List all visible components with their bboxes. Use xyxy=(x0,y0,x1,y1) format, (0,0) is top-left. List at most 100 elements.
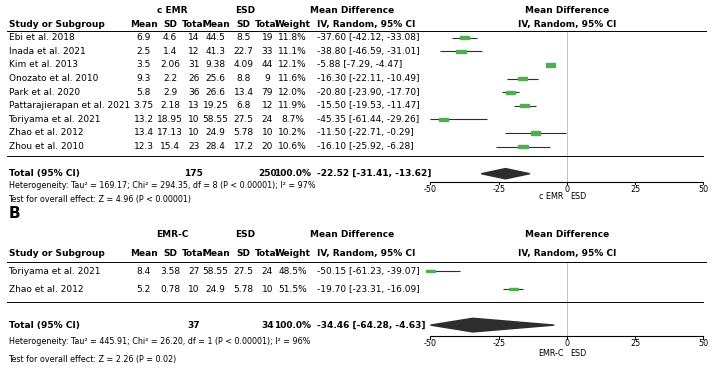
Text: 24: 24 xyxy=(262,115,273,124)
Text: 11.8%: 11.8% xyxy=(278,33,307,42)
Text: 27.5: 27.5 xyxy=(233,115,253,124)
Text: 10: 10 xyxy=(262,128,273,137)
Text: Zhao et al. 2012: Zhao et al. 2012 xyxy=(9,285,83,293)
Text: 24.9: 24.9 xyxy=(206,285,226,293)
Text: 12.3: 12.3 xyxy=(134,142,154,151)
Text: 28.4: 28.4 xyxy=(206,142,226,151)
Text: 37: 37 xyxy=(188,321,201,330)
Text: SD: SD xyxy=(164,20,177,29)
Text: 11.9%: 11.9% xyxy=(278,101,307,110)
Text: Zhou et al. 2010: Zhou et al. 2010 xyxy=(9,142,84,151)
Text: IV, Random, 95% CI: IV, Random, 95% CI xyxy=(317,20,416,29)
Text: Mean Difference: Mean Difference xyxy=(525,231,609,239)
Text: 9: 9 xyxy=(265,74,271,83)
Text: 14: 14 xyxy=(188,33,200,42)
Text: 3.5: 3.5 xyxy=(136,61,151,69)
Text: -25: -25 xyxy=(492,185,506,194)
Text: 50: 50 xyxy=(698,185,708,194)
Text: 6.8: 6.8 xyxy=(236,101,251,110)
Text: Mean: Mean xyxy=(202,20,229,29)
Text: 25: 25 xyxy=(630,339,640,349)
Text: c EMR: c EMR xyxy=(539,192,563,201)
Text: Mean: Mean xyxy=(130,249,158,257)
Text: -34.46 [-64.28, -4.63]: -34.46 [-64.28, -4.63] xyxy=(317,321,426,330)
Text: 24.9: 24.9 xyxy=(206,128,226,137)
Text: 250: 250 xyxy=(258,169,277,178)
Text: -15.50 [-19.53, -11.47]: -15.50 [-19.53, -11.47] xyxy=(317,101,420,110)
Bar xyxy=(506,90,515,94)
Text: 6.9: 6.9 xyxy=(136,33,151,42)
Text: 100.0%: 100.0% xyxy=(274,321,311,330)
Text: 13.4: 13.4 xyxy=(134,128,154,137)
Text: 4.6: 4.6 xyxy=(163,33,177,42)
Text: Toriyama et al. 2021: Toriyama et al. 2021 xyxy=(9,267,101,275)
Text: Kim et al. 2013: Kim et al. 2013 xyxy=(9,61,78,69)
Text: Toriyama et al. 2021: Toriyama et al. 2021 xyxy=(9,115,101,124)
Bar xyxy=(531,131,540,134)
Text: Mean Difference: Mean Difference xyxy=(310,6,394,15)
Text: -11.50 [-22.71, -0.29]: -11.50 [-22.71, -0.29] xyxy=(317,128,414,137)
Text: -25: -25 xyxy=(492,339,506,349)
Text: 10.6%: 10.6% xyxy=(278,142,307,151)
Text: 8.7%: 8.7% xyxy=(281,115,304,124)
Text: Heterogeneity: Tau² = 169.17; Chi² = 294.35, df = 8 (P < 0.00001); I² = 97%: Heterogeneity: Tau² = 169.17; Chi² = 294… xyxy=(9,182,315,190)
Polygon shape xyxy=(431,318,554,332)
Text: -22.52 [-31.41, -13.62]: -22.52 [-31.41, -13.62] xyxy=(317,169,431,178)
Text: 27: 27 xyxy=(188,267,200,275)
Text: 51.5%: 51.5% xyxy=(278,285,307,293)
Text: 33: 33 xyxy=(262,47,273,56)
Text: Mean: Mean xyxy=(130,20,158,29)
Text: IV, Random, 95% CI: IV, Random, 95% CI xyxy=(317,249,416,257)
Text: Mean Difference: Mean Difference xyxy=(525,6,609,15)
Text: 3.75: 3.75 xyxy=(134,101,154,110)
Text: 50: 50 xyxy=(698,339,708,349)
Text: 0: 0 xyxy=(564,339,570,349)
Text: 19.25: 19.25 xyxy=(203,101,228,110)
Text: 36: 36 xyxy=(188,88,200,97)
Text: 12.1%: 12.1% xyxy=(278,61,307,69)
Text: -50: -50 xyxy=(424,339,437,349)
Text: Study or Subgroup: Study or Subgroup xyxy=(9,249,104,257)
Text: Onozato et al. 2010: Onozato et al. 2010 xyxy=(9,74,98,83)
Text: Total (95% CI): Total (95% CI) xyxy=(9,321,79,330)
Text: -50.15 [-61.23, -39.07]: -50.15 [-61.23, -39.07] xyxy=(317,267,420,275)
Text: 23: 23 xyxy=(188,142,200,151)
Text: -19.70 [-23.31, -16.09]: -19.70 [-23.31, -16.09] xyxy=(317,285,420,293)
Text: Total: Total xyxy=(255,249,280,257)
Bar xyxy=(438,118,448,121)
Text: Test for overall effect: Z = 2.26 (P = 0.02): Test for overall effect: Z = 2.26 (P = 0… xyxy=(9,355,177,364)
Text: EMR-C: EMR-C xyxy=(156,231,188,239)
Text: 17.2: 17.2 xyxy=(233,142,253,151)
Text: Weight: Weight xyxy=(275,249,311,257)
Text: 2.06: 2.06 xyxy=(160,61,180,69)
Text: 2.18: 2.18 xyxy=(160,101,180,110)
Bar xyxy=(456,50,466,53)
Polygon shape xyxy=(481,169,530,179)
Text: 10: 10 xyxy=(262,285,273,293)
Bar xyxy=(460,36,469,39)
Text: 100.0%: 100.0% xyxy=(274,169,311,178)
Text: -20.80 [-23.90, -17.70]: -20.80 [-23.90, -17.70] xyxy=(317,88,420,97)
Text: -5.88 [-7.29, -4.47]: -5.88 [-7.29, -4.47] xyxy=(317,61,403,69)
Text: 11.6%: 11.6% xyxy=(278,74,307,83)
Text: 26: 26 xyxy=(188,74,200,83)
Text: 58.55: 58.55 xyxy=(203,115,228,124)
Text: 5.8: 5.8 xyxy=(136,88,151,97)
Bar xyxy=(426,270,435,272)
Text: SD: SD xyxy=(236,20,251,29)
Text: 13: 13 xyxy=(188,101,200,110)
Text: 8.5: 8.5 xyxy=(236,33,251,42)
Text: SD: SD xyxy=(164,249,177,257)
Text: Study or Subgroup: Study or Subgroup xyxy=(9,20,104,29)
Text: 31: 31 xyxy=(188,61,200,69)
Text: 5.2: 5.2 xyxy=(136,285,151,293)
Bar xyxy=(518,77,527,80)
Text: 2.2: 2.2 xyxy=(163,74,177,83)
Text: 48.5%: 48.5% xyxy=(278,267,307,275)
Text: Total (95% CI): Total (95% CI) xyxy=(9,169,79,178)
Bar xyxy=(546,63,555,67)
Text: 13.2: 13.2 xyxy=(134,115,154,124)
Text: 10: 10 xyxy=(188,128,200,137)
Text: 19: 19 xyxy=(262,33,273,42)
Text: 8.8: 8.8 xyxy=(236,74,251,83)
